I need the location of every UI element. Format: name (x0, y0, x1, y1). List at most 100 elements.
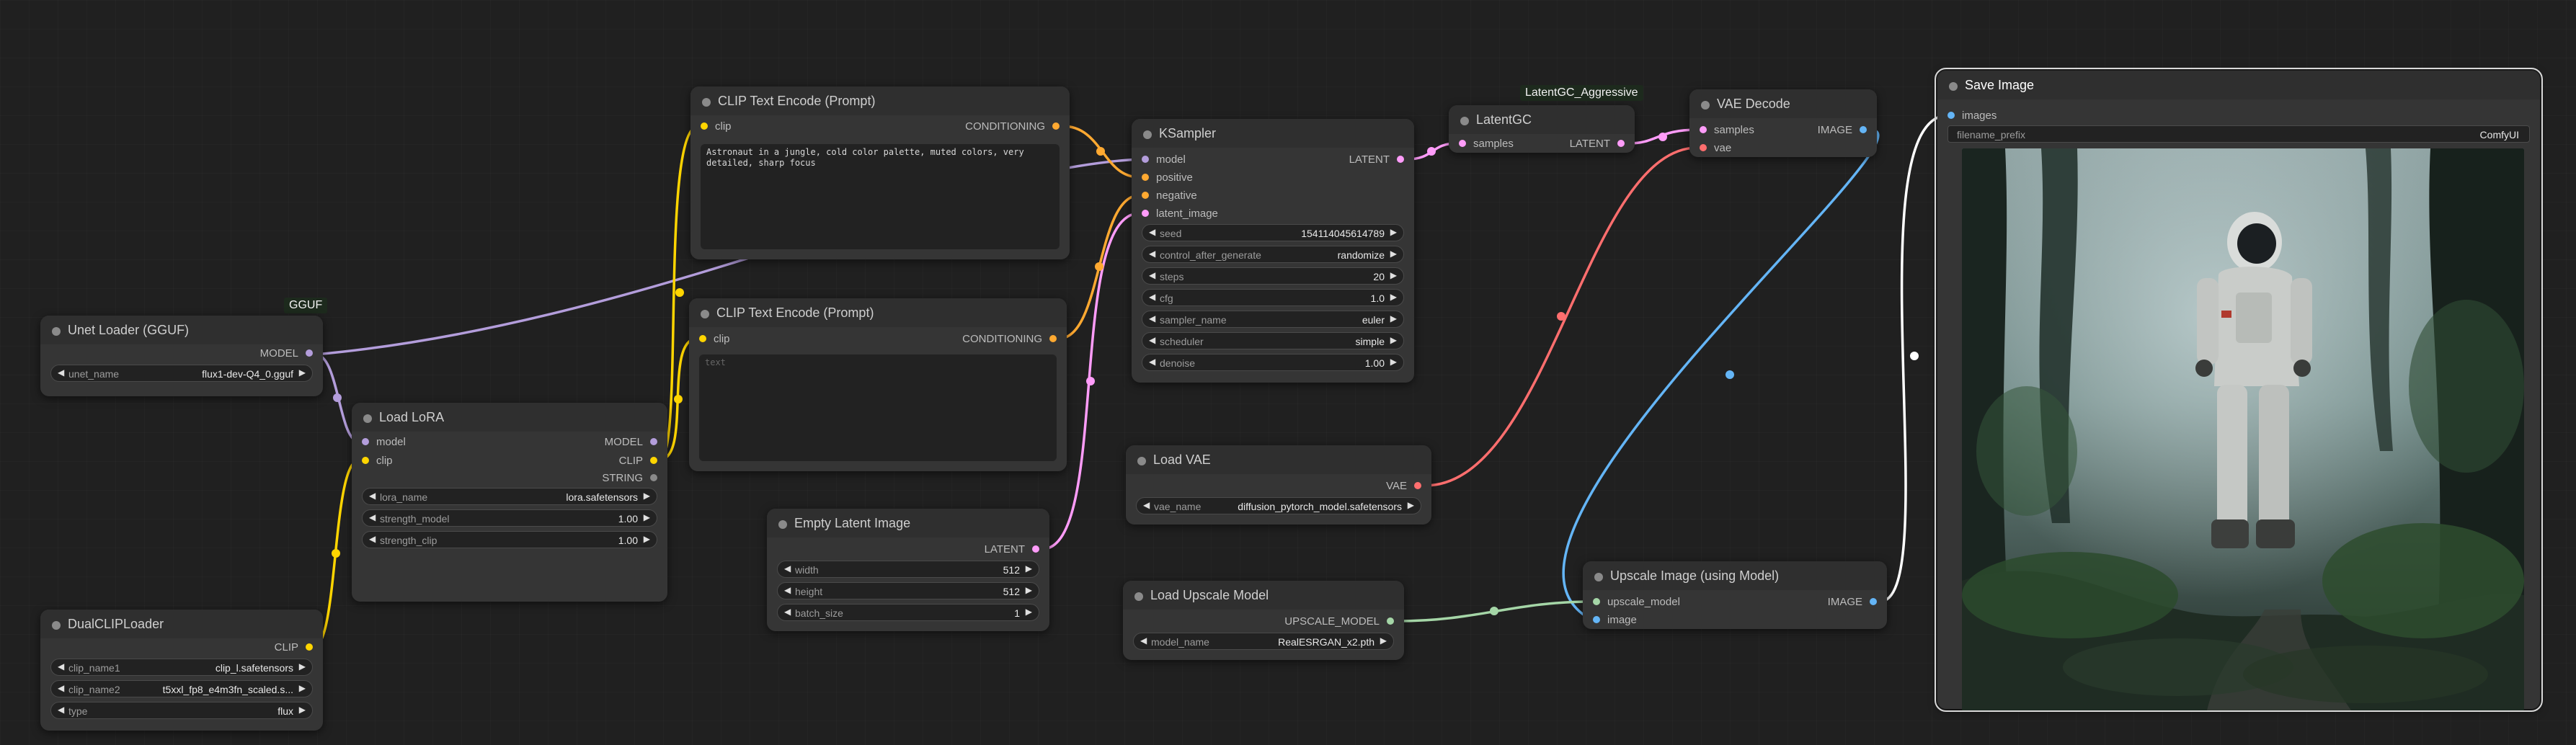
collapse-dot-icon[interactable] (1701, 101, 1710, 110)
node-title-bar[interactable]: Unet Loader (GGUF) (40, 316, 323, 344)
load-upscale-model-node[interactable]: Load Upscale Model UPSCALE_MODEL ◀ model_… (1123, 581, 1404, 660)
slot-dot-icon[interactable] (1142, 192, 1149, 199)
arrow-right-icon[interactable]: ▶ (643, 534, 650, 544)
arrow-left-icon[interactable]: ◀ (1143, 500, 1150, 510)
collapse-dot-icon[interactable] (1143, 130, 1152, 139)
arrow-left-icon[interactable]: ◀ (1149, 227, 1156, 237)
node-title-bar[interactable]: Upscale Image (using Model) (1583, 561, 1887, 590)
node-title-bar[interactable]: KSampler (1132, 119, 1414, 148)
strength-model-number[interactable]: ◀ strength_model 1.00 ▶ (362, 509, 657, 527)
ksampler-node[interactable]: KSampler model positive negative latent_… (1132, 119, 1414, 383)
save-image-node[interactable]: Save Image images filename_prefix ComfyUI (1935, 68, 2543, 712)
slot-dot-icon[interactable] (362, 457, 369, 464)
vae-name-combo[interactable]: ◀ vae_name diffusion_pytorch_model.safeten… (1136, 497, 1421, 514)
arrow-left-icon[interactable]: ◀ (784, 607, 791, 617)
scheduler-combo[interactable]: ◀ scheduler simple ▶ (1142, 332, 1404, 349)
node-title-bar[interactable]: Load VAE (1126, 445, 1431, 474)
sampler-name-combo[interactable]: ◀ sampler_name euler ▶ (1142, 311, 1404, 328)
vae-decode-node[interactable]: VAE Decode samples vae IMAGE (1689, 89, 1877, 157)
collapse-dot-icon[interactable] (1460, 117, 1469, 125)
slot-dot-icon[interactable] (306, 349, 313, 357)
collapse-dot-icon[interactable] (1594, 573, 1603, 581)
batch-size-number[interactable]: ◀ batch_size 1 ▶ (777, 604, 1039, 621)
arrow-left-icon[interactable]: ◀ (1149, 292, 1156, 302)
arrow-right-icon[interactable]: ▶ (1025, 585, 1032, 595)
prompt-textarea[interactable]: text (699, 354, 1057, 461)
collapse-dot-icon[interactable] (702, 98, 711, 107)
node-title-bar[interactable]: Empty Latent Image (767, 509, 1049, 537)
arrow-left-icon[interactable]: ◀ (1149, 249, 1156, 259)
unet-loader-node[interactable]: Unet Loader (GGUF) MODEL ◀ unet_name flux1… (40, 316, 323, 396)
arrow-right-icon[interactable]: ▶ (298, 661, 306, 672)
control-after-generate-combo[interactable]: ◀ control_after_generate randomize ▶ (1142, 246, 1404, 263)
cfg-number[interactable]: ◀ cfg 1.0 ▶ (1142, 289, 1404, 306)
slot-dot-icon[interactable] (1700, 144, 1707, 151)
slot-dot-icon[interactable] (650, 438, 657, 445)
slot-dot-icon[interactable] (1593, 598, 1600, 605)
slot-dot-icon[interactable] (1870, 598, 1877, 605)
node-title-bar[interactable]: Load Upscale Model (1123, 581, 1404, 610)
arrow-right-icon[interactable]: ▶ (1390, 357, 1397, 367)
collapse-dot-icon[interactable] (1949, 82, 1958, 91)
slot-dot-icon[interactable] (650, 474, 657, 481)
slot-dot-icon[interactable] (650, 457, 657, 464)
clip-text-encode-positive-node[interactable]: CLIP Text Encode (Prompt) clip CONDITION… (690, 86, 1070, 259)
denoise-number[interactable]: ◀ denoise 1.00 ▶ (1142, 354, 1404, 371)
arrow-right-icon[interactable]: ▶ (1407, 500, 1414, 510)
slot-dot-icon[interactable] (1142, 156, 1149, 163)
slot-dot-icon[interactable] (1459, 140, 1466, 147)
collapse-dot-icon[interactable] (363, 414, 372, 423)
slot-dot-icon[interactable] (1397, 156, 1404, 163)
upscale-image-node[interactable]: Upscale Image (using Model) upscale_mode… (1583, 561, 1887, 629)
arrow-right-icon[interactable]: ▶ (643, 491, 650, 501)
slot-dot-icon[interactable] (1947, 112, 1955, 119)
arrow-right-icon[interactable]: ▶ (643, 512, 650, 522)
collapse-dot-icon[interactable] (52, 327, 61, 336)
node-title-bar[interactable]: Save Image (1937, 71, 2540, 99)
arrow-left-icon[interactable]: ◀ (1149, 313, 1156, 324)
slot-dot-icon[interactable] (1700, 126, 1707, 133)
height-number[interactable]: ◀ height 512 ▶ (777, 582, 1039, 599)
arrow-left-icon[interactable]: ◀ (58, 683, 65, 693)
arrow-right-icon[interactable]: ▶ (1390, 270, 1397, 280)
arrow-right-icon[interactable]: ▶ (1390, 249, 1397, 259)
arrow-left-icon[interactable]: ◀ (1149, 357, 1156, 367)
seed-number[interactable]: ◀ seed 154114045614789 ▶ (1142, 224, 1404, 241)
slot-dot-icon[interactable] (1142, 210, 1149, 217)
arrow-right-icon[interactable]: ▶ (1390, 335, 1397, 345)
lora-name-combo[interactable]: ◀ lora_name lora.safetensors ▶ (362, 488, 657, 505)
arrow-right-icon[interactable]: ▶ (298, 705, 306, 715)
clip-name1-combo[interactable]: ◀ clip_name1 clip_l.safetensors ▶ (50, 659, 313, 676)
arrow-left-icon[interactable]: ◀ (58, 367, 65, 378)
slot-dot-icon[interactable] (362, 438, 369, 445)
arrow-left-icon[interactable]: ◀ (1149, 270, 1156, 280)
model-name-combo[interactable]: ◀ model_name RealESRGAN_x2.pth ▶ (1133, 633, 1394, 650)
node-title-bar[interactable]: CLIP Text Encode (Prompt) (690, 86, 1070, 115)
slot-dot-icon[interactable] (1387, 617, 1394, 625)
arrow-left-icon[interactable]: ◀ (1149, 335, 1156, 345)
collapse-dot-icon[interactable] (778, 520, 787, 529)
slot-dot-icon[interactable] (1593, 616, 1600, 623)
slot-dot-icon[interactable] (699, 335, 706, 342)
width-number[interactable]: ◀ width 512 ▶ (777, 561, 1039, 578)
slot-dot-icon[interactable] (1617, 140, 1625, 147)
latentgc-node[interactable]: LatentGC samples LATENT (1449, 105, 1635, 153)
clip-text-encode-negative-node[interactable]: CLIP Text Encode (Prompt) clip CONDITION… (689, 298, 1067, 471)
steps-number[interactable]: ◀ steps 20 ▶ (1142, 267, 1404, 285)
collapse-dot-icon[interactable] (701, 310, 709, 318)
node-title-bar[interactable]: VAE Decode (1689, 89, 1877, 118)
arrow-left-icon[interactable]: ◀ (369, 491, 376, 501)
slot-dot-icon[interactable] (1860, 126, 1867, 133)
slot-dot-icon[interactable] (1052, 122, 1060, 130)
slot-dot-icon[interactable] (701, 122, 708, 130)
arrow-right-icon[interactable]: ▶ (298, 367, 306, 378)
arrow-right-icon[interactable]: ▶ (1380, 635, 1387, 646)
arrow-left-icon[interactable]: ◀ (1140, 635, 1147, 646)
empty-latent-image-node[interactable]: Empty Latent Image LATENT ◀ width 512 ▶ ◀ he… (767, 509, 1049, 631)
slot-dot-icon[interactable] (1414, 482, 1421, 489)
arrow-right-icon[interactable]: ▶ (1025, 563, 1032, 574)
arrow-right-icon[interactable]: ▶ (1025, 607, 1032, 617)
node-title-bar[interactable]: CLIP Text Encode (Prompt) (689, 298, 1067, 327)
output-image-preview[interactable] (1962, 148, 2524, 710)
slot-dot-icon[interactable] (1032, 545, 1039, 553)
